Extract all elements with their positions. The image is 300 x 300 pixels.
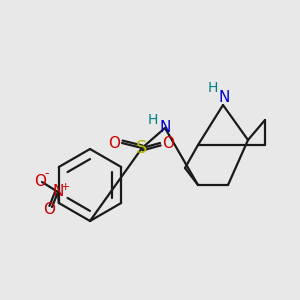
Text: O: O — [162, 136, 174, 151]
Text: H: H — [148, 113, 158, 127]
Text: +: + — [60, 182, 70, 192]
Text: O: O — [34, 175, 46, 190]
Text: S: S — [136, 139, 148, 157]
Text: N: N — [159, 121, 171, 136]
Text: O: O — [108, 136, 120, 151]
Text: O: O — [43, 202, 55, 217]
Text: N: N — [52, 184, 64, 200]
Text: -: - — [45, 167, 49, 181]
Text: N: N — [218, 89, 230, 104]
Text: H: H — [208, 81, 218, 95]
